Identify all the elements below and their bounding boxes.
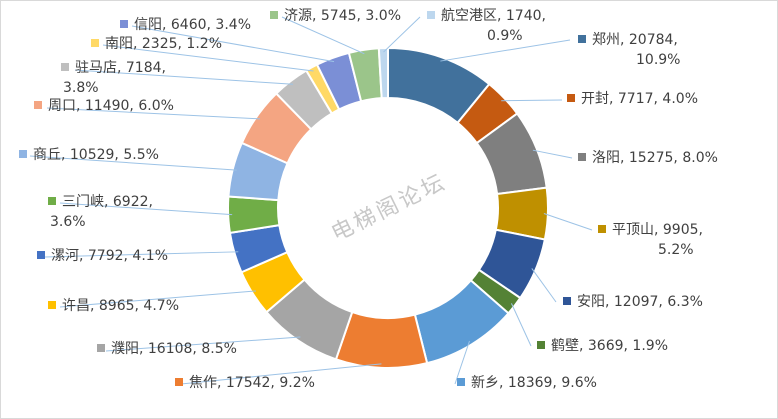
leader-line-信阳 [131,25,335,63]
data-label-郑州: 郑州, 20784, 10.9% [592,32,680,68]
label-marker-濮阳 [97,344,105,352]
label-marker-商丘 [19,150,27,158]
data-label-驻马店: 驻马店, 7184, 3.8% [63,60,166,96]
leader-line-平顶山 [543,213,593,231]
leader-line-漯河 [44,251,239,258]
data-label-新乡: 新乡, 18369, 9.6% [471,375,597,391]
data-labels: 郑州, 20784, 10.9% 开封, 7717, 4.0% 洛阳, 15275, … [19,8,718,391]
leader-line-开封 [501,99,563,102]
label-marker-周口 [34,101,42,109]
label-marker-驻马店 [61,63,69,71]
label-marker-南阳 [91,39,99,47]
data-label-许昌: 许昌, 8965, 4.7% [62,298,179,314]
data-label-开封: 开封, 7717, 4.0% [581,91,698,107]
leader-line-洛阳 [532,149,573,159]
data-label-濮阳: 濮阳, 16108, 8.5% [111,341,237,357]
data-label-平顶山: 平顶山, 9905, 5.2% [612,222,703,258]
label-marker-济源 [270,11,278,19]
slice-航空港区 [377,46,389,100]
label-marker-航空港区 [427,11,435,19]
label-marker-鹤壁 [537,341,545,349]
leader-line-濮阳 [105,336,301,352]
watermark: 电梯阁论坛 [327,170,450,247]
data-label-南阳: 南阳, 2325, 1.2% [105,36,222,52]
label-marker-新乡 [457,378,465,386]
data-label-洛阳: 洛阳, 15275, 8.0% [592,150,718,166]
label-marker-信阳 [120,20,128,28]
label-marker-漯河 [37,251,45,259]
leader-line-航空港区 [383,16,421,53]
data-label-周口: 周口, 11490, 6.0% [48,98,174,114]
data-label-焦作: 焦作, 17542, 9.2% [189,375,315,391]
leader-line-济源 [281,16,365,55]
leader-line-驻马店 [74,69,294,85]
leader-line-鹤壁 [510,303,532,347]
leader-line-商丘 [29,155,237,171]
label-marker-三门峡 [48,197,56,205]
leader-line-焦作 [180,363,382,385]
data-label-安阳: 安阳, 12097, 6.3% [577,294,703,310]
leader-line-三门峡 [59,202,233,216]
label-marker-平顶山 [598,225,606,233]
label-marker-洛阳 [578,153,586,161]
leader-line-周口 [46,107,261,120]
data-label-商丘: 商丘, 10529, 5.5% [33,147,159,163]
data-label-漯河: 漯河, 7792, 4.1% [51,248,168,264]
leader-lines [29,16,593,385]
label-marker-许昌 [48,301,56,309]
leader-line-郑州 [440,39,571,62]
label-marker-开封 [567,94,575,102]
label-marker-焦作 [175,378,183,386]
data-label-鹤壁: 鹤壁, 3669, 1.9% [551,338,668,354]
label-marker-郑州 [578,35,586,43]
donut-slices [227,46,549,369]
data-label-信阳: 信阳, 6460, 3.4% [134,17,251,33]
data-label-济源: 济源, 5745, 3.0% [284,8,401,24]
leader-line-新乡 [454,340,470,385]
label-marker-安阳 [563,297,571,305]
leader-line-安阳 [531,268,557,303]
data-label-航空港区: 航空港区, 1740, 0.9% [441,8,546,44]
leader-line-许昌 [59,290,256,308]
data-label-三门峡: 三门峡, 6922, 3.6% [50,194,153,230]
leader-line-南阳 [102,44,314,72]
